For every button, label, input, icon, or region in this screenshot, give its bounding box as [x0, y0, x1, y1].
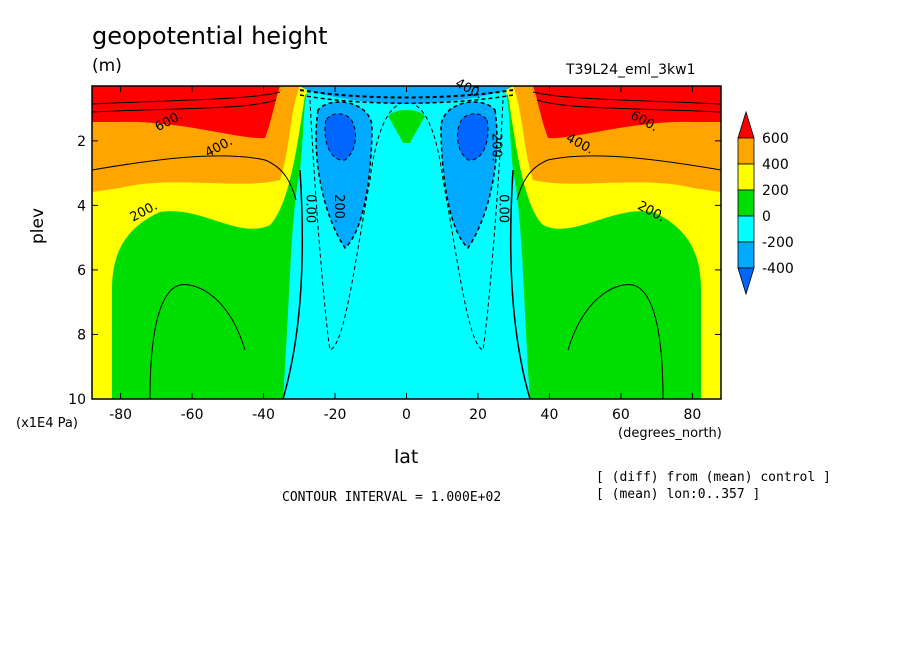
- x-tick-label: 40: [541, 407, 559, 423]
- colorbar-arrow-bottom: [737, 267, 755, 296]
- x-axis-label: lat: [394, 446, 419, 468]
- fill-green-equator: [388, 110, 425, 143]
- x-tick-label: 80: [683, 407, 701, 423]
- colorbar-label: 400: [762, 157, 789, 173]
- x-tick-label: -80: [109, 407, 132, 423]
- contour-label: 0.00: [495, 194, 510, 223]
- y-axis-units: (x1E4 Pa): [16, 416, 78, 431]
- fill-blue-top: [300, 86, 513, 104]
- colorbar-swatch: [737, 215, 755, 243]
- contour-label: 0.00: [302, 194, 317, 223]
- run-name: T39L24_eml_3kw1: [566, 62, 696, 78]
- colorbar-label: 600: [762, 131, 789, 147]
- x-tick-label: -20: [324, 407, 347, 423]
- chart-title: geopotential height: [92, 22, 328, 50]
- colorbar-swatch: [737, 137, 755, 165]
- colorbar-arrow-top: [737, 110, 755, 139]
- note-diff: [ (diff) from (mean) control ]: [596, 470, 831, 485]
- fill-deepblue-left: [324, 113, 356, 161]
- y-tick-label: 2: [77, 134, 86, 150]
- y-tick-label: 10: [68, 392, 86, 408]
- note-mean: [ (mean) lon:0..357 ]: [596, 487, 761, 502]
- x-tick-label: 0: [402, 407, 411, 423]
- chart-units: (m): [92, 56, 122, 76]
- fill-deepblue-right: [457, 113, 489, 161]
- axis-ticks: -80 -60 -40 -20 0 20 40 60 80 2 4 6 8 10: [68, 86, 721, 423]
- colorbar-swatch: [737, 163, 755, 191]
- x-tick-label: 60: [612, 407, 630, 423]
- contour-lines: [92, 91, 721, 399]
- colorbar-label: 0: [762, 209, 771, 225]
- contour-interval: CONTOUR INTERVAL = 1.000E+02: [282, 490, 502, 505]
- x-tick-label: 20: [469, 407, 487, 423]
- fill-green-right: [493, 86, 701, 399]
- filled-contours: [92, 86, 721, 399]
- colorbar-label: -200: [762, 235, 794, 251]
- x-tick-label: -60: [181, 407, 204, 423]
- colorbar-label: 200: [762, 183, 789, 199]
- x-axis-units: (degrees_north): [618, 426, 722, 441]
- colorbar-swatch: [737, 241, 755, 269]
- y-tick-label: 4: [77, 198, 86, 214]
- contour-label: 200.: [331, 194, 346, 223]
- contour-lines-negative: [299, 89, 514, 351]
- colorbar: 600 400 200 0 -200 -400: [737, 110, 794, 296]
- contour-label: 200.: [488, 133, 503, 162]
- colorbar-swatch: [737, 189, 755, 217]
- fill-green-left: [112, 86, 320, 399]
- x-tick-label: -40: [252, 407, 275, 423]
- y-tick-label: 8: [77, 327, 86, 343]
- colorbar-label: -400: [762, 261, 794, 277]
- fill-red-right: [533, 86, 721, 139]
- fill-red-left: [92, 86, 280, 139]
- y-tick-label: 6: [77, 263, 86, 279]
